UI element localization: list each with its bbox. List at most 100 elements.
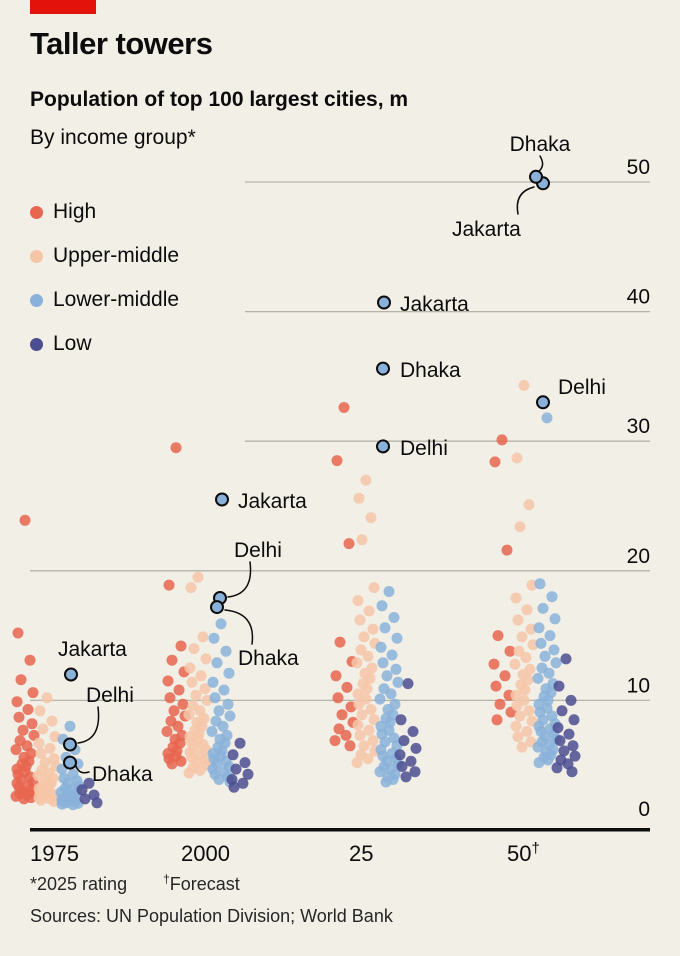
city-dot: [19, 514, 31, 526]
legend-swatch-low: [30, 337, 43, 351]
city-dot: [338, 402, 350, 413]
city-dot: [12, 627, 24, 639]
labeled-city-dot-dhaka-2050: [529, 169, 543, 184]
city-dot: [331, 455, 343, 467]
city-dot: [511, 452, 523, 464]
sources-line: Sources: UN Population Division; World B…: [30, 906, 393, 926]
city-dot: [184, 662, 196, 674]
city-dot: [168, 705, 180, 717]
city-dot: [161, 726, 173, 737]
city-dot: [541, 412, 553, 424]
x-axis-line: [30, 828, 650, 832]
annotation-label-jakarta-2000: Jakarta: [238, 490, 307, 513]
city-dot: [365, 512, 377, 524]
city-dot: [358, 740, 370, 752]
legend-item-upper_middle: Upper-middle: [30, 244, 179, 268]
city-dot: [194, 764, 206, 776]
city-dot: [521, 726, 533, 737]
city-dot: [514, 710, 526, 722]
city-dot: [227, 749, 239, 761]
legend-swatch-upper_middle: [30, 249, 43, 263]
city-dot: [367, 623, 379, 635]
city-dot: [537, 602, 549, 614]
city-dot: [367, 735, 379, 747]
city-dot: [76, 784, 88, 796]
city-dot: [44, 742, 56, 754]
city-dot: [220, 645, 232, 657]
city-dot: [195, 670, 207, 682]
city-dot: [558, 745, 570, 757]
city-dot: [398, 735, 410, 747]
city-dot: [546, 591, 558, 603]
city-dot: [242, 768, 254, 780]
city-dot: [386, 649, 398, 661]
legend-item-high: High: [30, 200, 179, 224]
labeled-city-dot-delhi-1975: [63, 737, 77, 752]
city-dot: [516, 741, 528, 753]
city-dot: [213, 774, 225, 785]
city-dot: [352, 719, 364, 731]
city-dot: [363, 605, 375, 617]
city-dot: [542, 754, 554, 766]
city-dot: [333, 723, 345, 735]
city-dot: [534, 578, 546, 590]
city-dot: [206, 726, 218, 737]
city-dot: [368, 714, 380, 726]
city-dot: [375, 641, 387, 653]
city-dot: [177, 698, 189, 710]
city-dot: [228, 781, 240, 793]
city-dot: [360, 474, 372, 486]
city-dot: [172, 720, 184, 732]
city-dot: [351, 657, 363, 669]
city-dot: [162, 675, 174, 687]
city-dot: [365, 704, 377, 715]
city-dot: [379, 622, 391, 634]
labeled-city-dot-dhaka-1975: [63, 755, 77, 770]
annotation-label-delhi-1975: Delhi: [86, 684, 134, 707]
city-dot: [24, 654, 36, 666]
annotation-label-jakarta-2025: Jakarta: [400, 293, 469, 316]
city-dot: [18, 793, 30, 805]
city-dot: [392, 676, 404, 688]
legend-label-upper_middle: Upper-middle: [53, 244, 180, 267]
city-dot: [207, 676, 219, 688]
city-dot: [218, 684, 230, 696]
city-dot: [185, 582, 197, 594]
city-dot: [234, 737, 246, 749]
city-dot: [512, 731, 524, 743]
legend-item-lower_middle: Lower-middle: [30, 288, 179, 312]
city-dot: [79, 793, 91, 805]
city-dot: [516, 631, 528, 643]
annotation-callout-line: [75, 765, 90, 774]
annotation-callout-line: [227, 561, 252, 598]
city-dot: [380, 776, 392, 788]
city-dot: [186, 676, 198, 688]
city-dot: [510, 592, 522, 604]
brand-mark: [30, 0, 96, 14]
x-axis-tick-label: 25: [349, 841, 373, 866]
city-dot: [166, 654, 178, 666]
city-dot: [34, 705, 46, 717]
city-dot: [490, 680, 502, 692]
city-dot: [383, 586, 395, 597]
city-dot: [400, 771, 412, 783]
city-dot: [396, 761, 408, 772]
city-dot: [173, 684, 185, 696]
city-dot: [67, 799, 79, 811]
city-dot: [489, 456, 501, 468]
city-dot: [175, 640, 187, 652]
x-axis-tick-label: 50†: [507, 840, 540, 866]
city-dot: [10, 744, 22, 756]
city-dot: [356, 709, 368, 721]
y-axis-tick-label: 40: [627, 286, 650, 309]
city-dot: [491, 714, 503, 726]
city-dot: [410, 742, 422, 754]
city-dot: [224, 710, 236, 722]
annotation-callout-line: [537, 155, 544, 173]
city-dot: [355, 644, 367, 656]
city-dot: [223, 667, 235, 679]
city-dot: [41, 692, 53, 704]
chart-subtitle: Population of top 100 largest cities, m: [30, 88, 409, 111]
